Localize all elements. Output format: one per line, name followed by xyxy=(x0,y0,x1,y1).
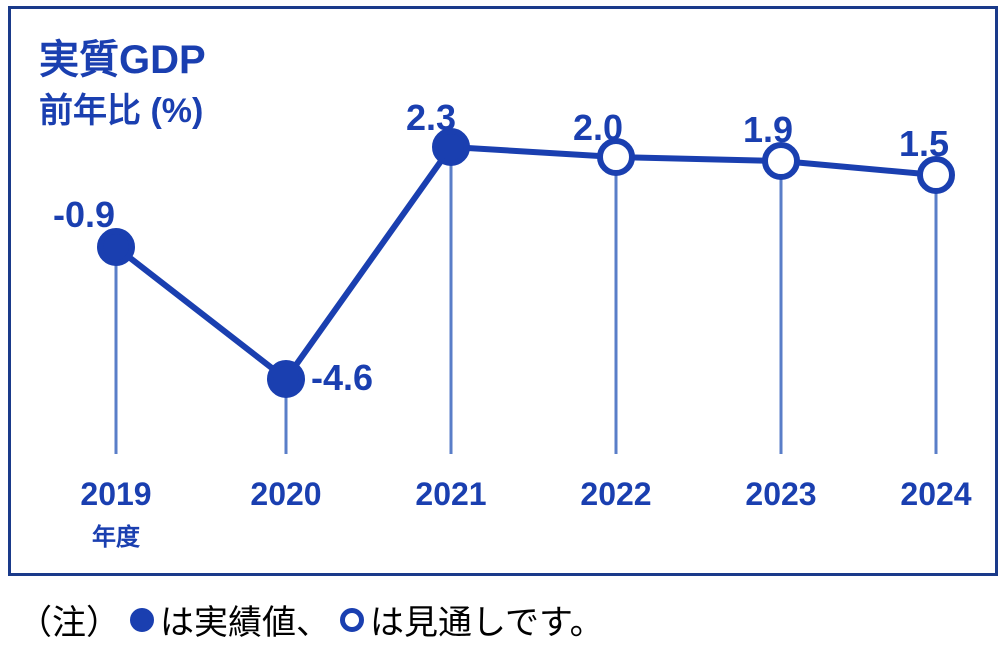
chart-x-label: 2023 xyxy=(745,476,816,513)
chart-svg xyxy=(11,9,995,573)
chart-line xyxy=(116,147,936,379)
chart-x-label: 2019 xyxy=(80,476,151,513)
chart-value-label: 2.3 xyxy=(406,97,456,139)
chart-x-label: 2020 xyxy=(250,476,321,513)
chart-value-label: 1.5 xyxy=(899,123,949,165)
chart-x-label: 2022 xyxy=(580,476,651,513)
chart-value-label: -0.9 xyxy=(53,194,115,236)
chart-marker-actual xyxy=(270,363,302,395)
footnote-actual-text: は実績値、 xyxy=(160,595,330,644)
chart-value-label: -4.6 xyxy=(311,357,373,399)
chart-x-sublabel: 年度 xyxy=(92,517,140,552)
footnote-forecast-text: は見通しです。 xyxy=(370,595,604,644)
legend-dot-actual-icon xyxy=(130,608,154,632)
legend-dot-forecast-icon xyxy=(340,608,364,632)
footnote-prefix: （注） xyxy=(18,595,120,644)
chart-x-label: 2021 xyxy=(415,476,486,513)
chart-frame: 実質GDP 前年比 (%) -0.92019年度-4.620202.320212… xyxy=(8,6,998,576)
chart-value-label: 2.0 xyxy=(573,107,623,149)
chart-value-label: 1.9 xyxy=(743,109,793,151)
chart-footnote: （注） は実績値、 は見通しです。 xyxy=(18,595,604,644)
chart-x-label: 2024 xyxy=(900,476,971,513)
